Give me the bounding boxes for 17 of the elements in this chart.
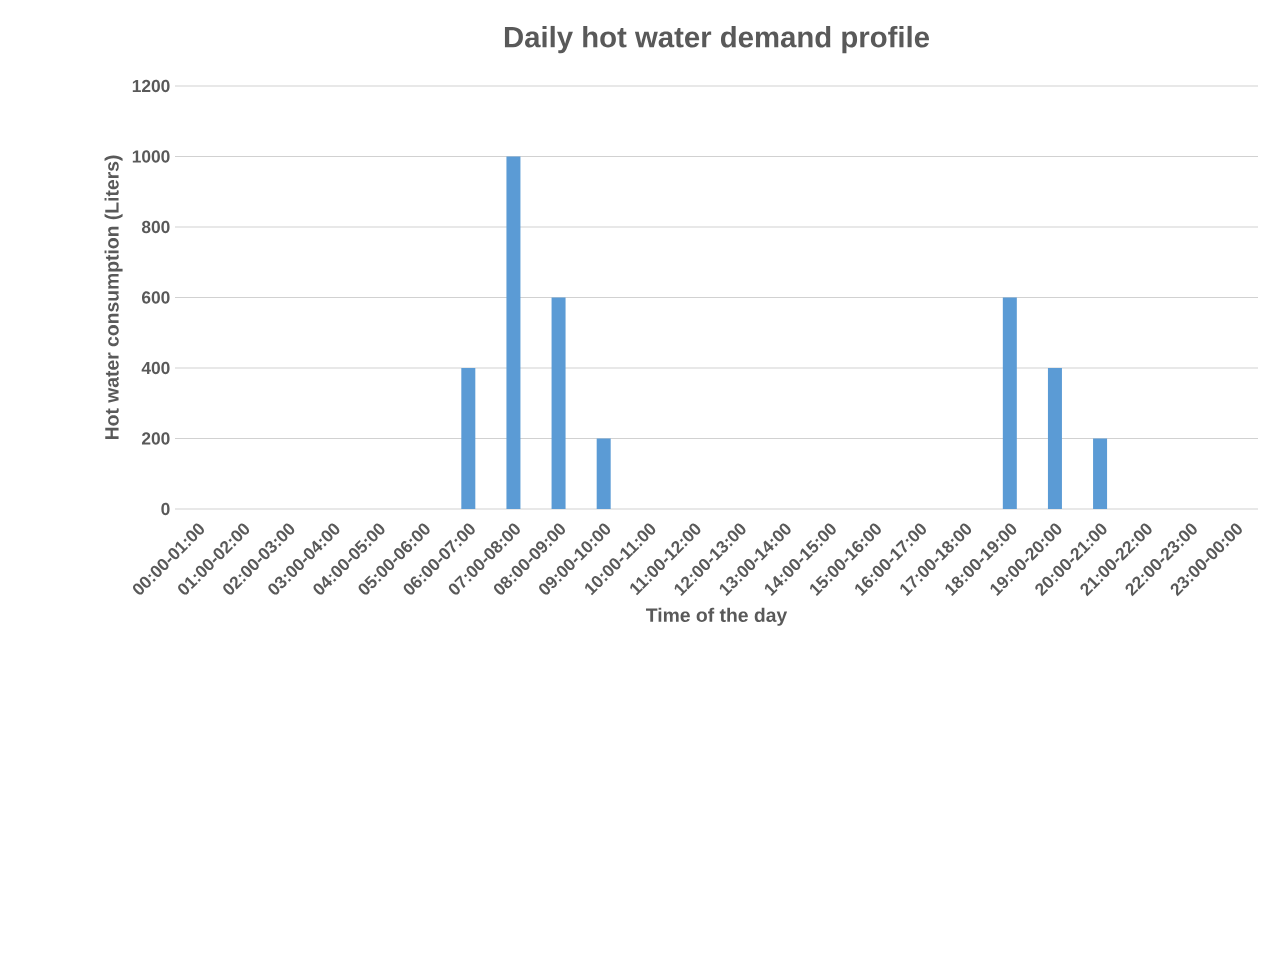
bar [461,368,476,509]
y-tick-label: 1200 [132,79,170,93]
y-tick-label: 1000 [132,150,170,163]
y-tick-label: 0 [161,502,170,516]
bar [506,156,521,509]
y-tick-label: 400 [141,361,170,375]
y-tick-label: 200 [141,432,170,445]
chart-title: Daily hot water demand profile [504,25,930,54]
bar [1093,438,1108,509]
y-tick-label: 600 [142,291,170,304]
y-axis-title: Hot water consumption (Liters) [104,155,123,440]
bar [1047,368,1062,509]
bar [1002,297,1017,509]
y-tick-label: 800 [141,220,170,234]
bar [551,297,566,509]
x-axis-title: Time of the day [645,607,788,626]
bar [596,438,611,509]
